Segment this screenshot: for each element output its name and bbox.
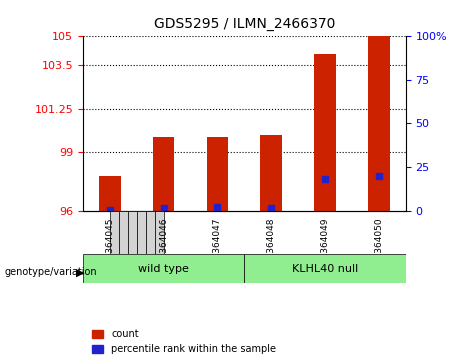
- Bar: [83, 254, 244, 283]
- Bar: [146, 211, 155, 254]
- Text: genotype/variation: genotype/variation: [5, 267, 97, 277]
- Text: GSM1364048: GSM1364048: [267, 217, 276, 278]
- Text: GSM1364049: GSM1364049: [320, 217, 330, 278]
- Bar: [244, 254, 406, 283]
- Text: GSM1364046: GSM1364046: [159, 217, 168, 278]
- Legend: count, percentile rank within the sample: count, percentile rank within the sample: [88, 326, 280, 358]
- Bar: [260, 135, 282, 211]
- Bar: [99, 176, 121, 211]
- Bar: [155, 211, 164, 254]
- Text: wild type: wild type: [138, 264, 189, 274]
- Bar: [137, 211, 146, 254]
- Bar: [314, 54, 336, 211]
- Text: GSM1364047: GSM1364047: [213, 217, 222, 278]
- Bar: [110, 211, 119, 254]
- Bar: [207, 137, 228, 211]
- Text: GSM1364050: GSM1364050: [374, 217, 383, 278]
- Text: GSM1364045: GSM1364045: [106, 217, 114, 278]
- Bar: [153, 137, 174, 211]
- Bar: [119, 211, 128, 254]
- Text: ▶: ▶: [76, 267, 84, 277]
- Bar: [128, 211, 137, 254]
- Title: GDS5295 / ILMN_2466370: GDS5295 / ILMN_2466370: [154, 17, 335, 31]
- Bar: [368, 36, 390, 211]
- Text: KLHL40 null: KLHL40 null: [292, 264, 358, 274]
